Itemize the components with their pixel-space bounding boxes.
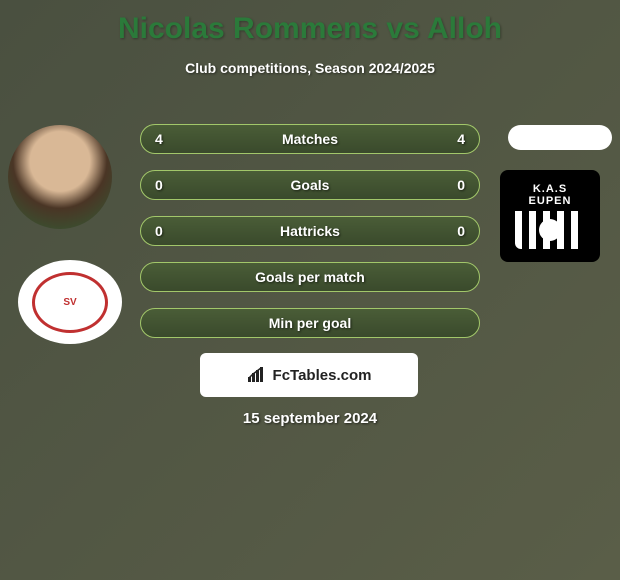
- player-right-avatar: [508, 125, 612, 150]
- club-right-logo: K.A.S EUPEN: [500, 170, 600, 262]
- stat-row-gpm: Goals per match: [140, 262, 480, 292]
- page-title: Nicolas Rommens vs Alloh: [0, 0, 620, 46]
- stat-right-value: 4: [457, 131, 465, 147]
- player-left-avatar: [8, 125, 112, 229]
- stat-right-value: 0: [457, 223, 465, 239]
- club-left-label: SV: [63, 297, 76, 308]
- stats-table: 4 Matches 4 0 Goals 0 0 Hattricks 0 Goal…: [140, 124, 480, 354]
- stat-left-value: 4: [155, 131, 163, 147]
- club-left-logo: SV: [18, 260, 122, 344]
- stat-row-matches: 4 Matches 4: [140, 124, 480, 154]
- stat-row-goals: 0 Goals 0: [140, 170, 480, 200]
- stat-row-hattricks: 0 Hattricks 0: [140, 216, 480, 246]
- stat-label: Goals per match: [255, 269, 365, 285]
- bar-chart-icon: [247, 367, 267, 383]
- stat-left-value: 0: [155, 223, 163, 239]
- page-subtitle: Club competitions, Season 2024/2025: [0, 60, 620, 76]
- stat-label: Min per goal: [269, 315, 351, 331]
- stat-label: Goals: [291, 177, 330, 193]
- stat-left-value: 0: [155, 177, 163, 193]
- stat-row-mpg: Min per goal: [140, 308, 480, 338]
- club-right-top-label: K.A.S: [533, 183, 567, 195]
- club-right-stripes: [515, 211, 585, 249]
- date-text: 15 september 2024: [0, 410, 620, 427]
- stat-label: Matches: [282, 131, 338, 147]
- brand-text: FcTables.com: [273, 367, 372, 384]
- stat-label: Hattricks: [280, 223, 340, 239]
- club-right-name: EUPEN: [529, 195, 572, 207]
- brand-box[interactable]: FcTables.com: [200, 353, 418, 397]
- stat-right-value: 0: [457, 177, 465, 193]
